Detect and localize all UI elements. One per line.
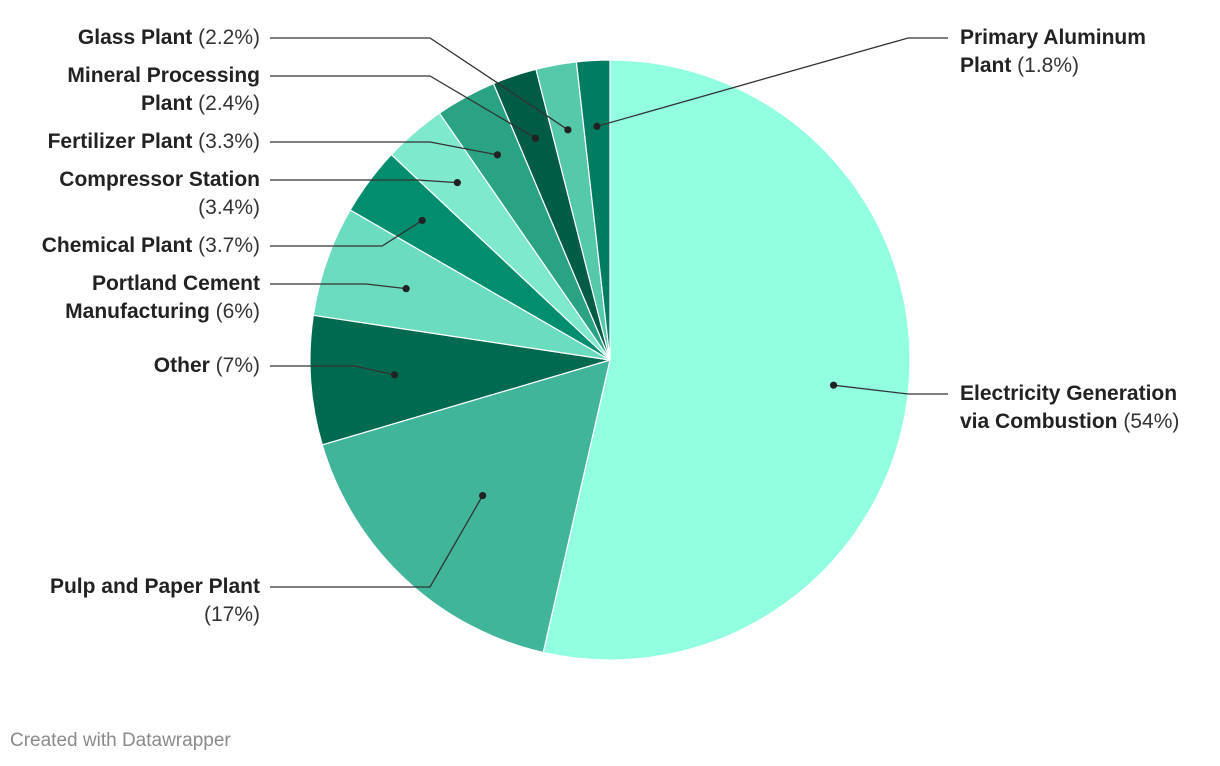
slice-label-value: (3.3%) [192,130,260,153]
slice-label-value: (7%) [210,354,260,377]
leader-line [270,365,395,376]
slice-label: Glass Plant (2.2%) [78,26,260,49]
leader-lines [270,37,948,588]
slice-label-value: (2.2%) [192,26,260,49]
leader-dot [493,151,502,159]
slice-label-name: Plant [960,54,1011,77]
slice-label-value: (3.4%) [198,196,260,219]
leader-line [833,384,948,395]
slice-label-name: via Combustion [960,410,1118,433]
slice-label-name: Manufacturing [65,300,210,323]
leader-dot [479,491,487,500]
leader-dot [453,179,461,187]
leader-line [270,219,423,247]
leader-line [270,495,484,588]
leader-line [270,141,498,156]
leader-dot [593,122,601,130]
slice-label-name: Other [154,354,210,377]
slice-label-name: Mineral Processing [67,64,260,87]
slice-label: Chemical Plant (3.7%) [42,234,260,257]
slice-label: Compressor Station [59,168,260,191]
slice-label-value: (17%) [204,603,260,626]
leader-dot [829,381,838,389]
credit-text: Created with Datawrapper [10,730,231,751]
slice-label-name: Compressor Station [59,168,260,191]
slice-label-value: (1.8%) [1011,54,1079,77]
leader-dot [402,285,410,293]
slice-label-name: Electricity Generation [960,382,1177,405]
leader-dot [564,126,572,134]
slice-label: Pulp and Paper Plant [50,575,260,598]
slice-label-value: (3.7%) [192,234,260,257]
leader-dot [418,216,426,225]
slice-label: Electricity Generation [960,382,1177,405]
slice-labels: Electricity Generation via Combustion (54… [42,26,1180,626]
leader-line [270,283,407,290]
slice-label-name: Glass Plant [78,26,192,49]
pie-slice [309,314,611,446]
leader-line [270,179,458,184]
slice-label: Portland Cement [92,272,260,295]
slice-label: Plant (1.8%) [960,54,1079,77]
leader-dot [390,371,399,379]
leader-dot [531,134,540,142]
slice-label: via Combustion (54%) [960,410,1179,433]
slice-label-name: Portland Cement [92,272,260,295]
slice-label: Plant (2.4%) [141,92,260,115]
slice-label-value: (6%) [210,300,260,323]
slice-label: Primary Aluminum [960,26,1146,49]
leader-line [270,75,536,139]
slice-label: (17%) [204,603,260,626]
slice-label-value: (54%) [1118,410,1180,433]
slice-label: Other (7%) [154,354,260,377]
leader-line [270,37,569,131]
pie-slice [575,59,611,361]
slice-label: Mineral Processing [67,64,260,87]
slice-label-name: Fertilizer Plant [48,130,193,153]
slice-label-name: Primary Aluminum [960,26,1146,49]
slice-label: Manufacturing (6%) [65,300,260,323]
pie-slices [309,59,911,661]
slice-label-name: Chemical Plant [42,234,193,257]
slice-label-name: Plant [141,92,192,115]
slice-label-name: Pulp and Paper Plant [50,575,260,598]
pie-slice [321,359,611,654]
slice-label: Fertilizer Plant (3.3%) [48,130,260,153]
slice-label-value: (2.4%) [192,92,260,115]
slice-label: (3.4%) [198,196,260,219]
leader-line [596,37,948,127]
